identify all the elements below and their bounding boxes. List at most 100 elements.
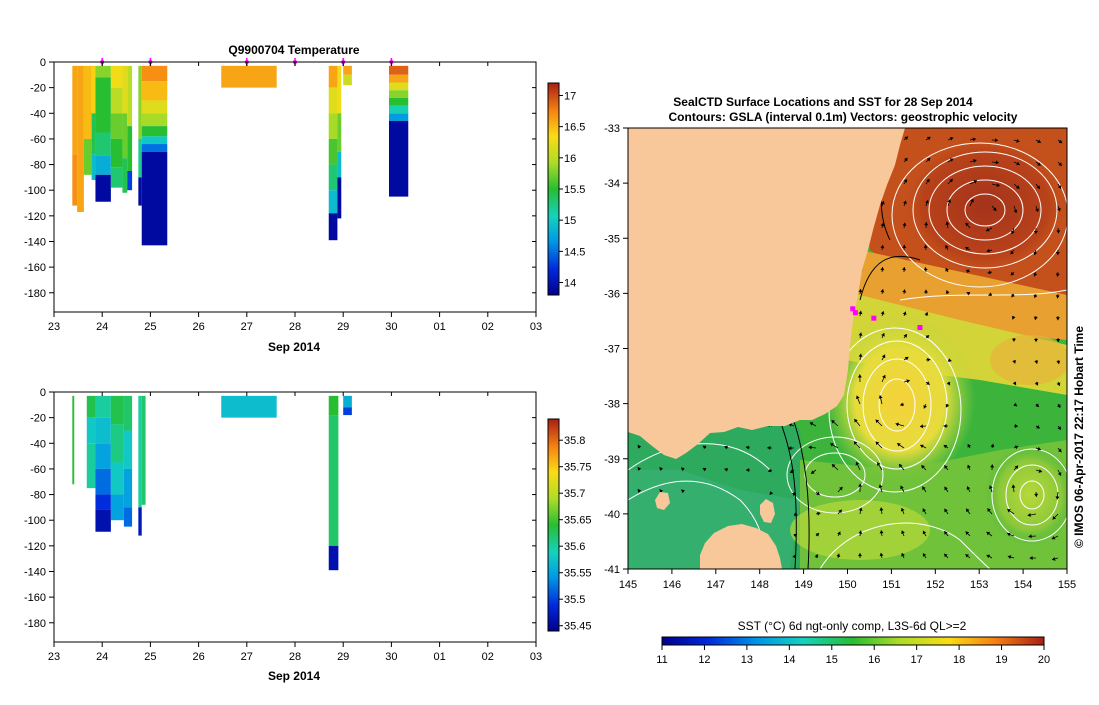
y-tick-label: -60	[30, 134, 46, 146]
x-tick-label: 28	[289, 651, 301, 663]
latitude-tick-label: -34	[604, 178, 620, 190]
latitude-tick-label: -38	[604, 399, 620, 411]
profile-cell	[329, 88, 338, 114]
x-tick-label: 01	[433, 651, 445, 663]
x-tick-label: 28	[289, 321, 301, 333]
profile-cell	[127, 171, 132, 190]
latitude-tick-label: -39	[604, 454, 620, 466]
sst-colorbar-bar	[662, 637, 1044, 645]
y-tick-label: -80	[30, 490, 46, 502]
x-tick-label: 26	[192, 651, 204, 663]
profile-cell	[92, 66, 96, 113]
profile-cell	[111, 66, 123, 88]
x-tick-label: 29	[337, 321, 349, 333]
profile-cell	[329, 190, 338, 213]
longitude-tick-label: 152	[926, 579, 944, 591]
profile-cell	[329, 396, 339, 415]
profile-cell	[337, 66, 341, 113]
profile-cell	[138, 139, 141, 177]
salinity-colorbar-bar	[548, 419, 559, 631]
sst-colorbar-tick-label: 12	[698, 654, 710, 666]
profile-cell	[77, 66, 84, 212]
y-tick-label: 0	[40, 387, 46, 399]
colorbar-tick-label: 35.8	[564, 435, 585, 447]
y-tick-label: 0	[40, 57, 46, 69]
profile-cell	[329, 66, 338, 88]
x-tick-label: 25	[144, 321, 156, 333]
x-tick-label: 03	[530, 651, 542, 663]
profile-cell	[329, 415, 339, 546]
longitude-tick-label: 146	[663, 579, 681, 591]
profile-cell	[389, 90, 408, 98]
longitude-tick-label: 150	[838, 579, 856, 591]
profile-cell	[111, 495, 124, 521]
y-tick-label: -20	[30, 83, 46, 95]
y-tick-label: -80	[30, 160, 46, 172]
southeast-eddy	[985, 445, 1075, 545]
sst-colorbar-tick-label: 16	[868, 654, 880, 666]
profile-cell	[87, 443, 96, 488]
colorbar-tick-label: 35.5	[564, 594, 585, 606]
x-tick-label: 24	[96, 321, 108, 333]
sst-colorbar-tick-label: 11	[656, 654, 667, 666]
profile-cell	[92, 113, 96, 154]
profile-cell	[95, 443, 110, 469]
y-tick-label: -120	[24, 541, 46, 553]
seal-location-marker	[917, 325, 922, 330]
profile-cell	[138, 396, 141, 508]
y-tick-label: -40	[30, 108, 46, 120]
x-tick-label: 30	[385, 321, 397, 333]
profile-cell	[124, 430, 132, 468]
sst-colorbar-tick-label: 15	[826, 654, 838, 666]
profile-cell	[127, 126, 132, 171]
profile-cell	[95, 156, 110, 175]
profile-cell	[111, 113, 123, 139]
y-tick-label: -60	[30, 464, 46, 476]
y-tick-label: -160	[24, 592, 46, 604]
y-tick-label: -180	[24, 288, 46, 300]
x-tick-label: 30	[385, 651, 397, 663]
sst-colorbar-tick-label: 14	[783, 654, 795, 666]
profile-cell	[95, 510, 110, 532]
profile-cell	[124, 469, 132, 507]
profile-cell	[142, 66, 168, 81]
profile-cell	[138, 66, 141, 139]
y-tick-label: -100	[24, 185, 46, 197]
profile-cell	[111, 424, 124, 462]
profile-cell	[95, 175, 110, 202]
map-side-label: © IMOS 06-Apr-2017 22:17 Hobart Time	[1072, 326, 1086, 548]
profile-cell	[389, 98, 408, 106]
profile-cell	[389, 106, 408, 114]
sst-colorbar-label: SST (°C) 6d ngt-only comp, L3S-6d QL>=2	[738, 619, 967, 633]
profile-cell	[138, 507, 141, 535]
profile-cell	[389, 75, 408, 83]
profile-cell	[122, 158, 127, 193]
profile-cell	[111, 396, 124, 424]
profile-cell	[142, 81, 168, 100]
latitude-tick-label: -37	[604, 344, 620, 356]
sst-colorbar-tick-label: 18	[953, 654, 965, 666]
profile-cell	[72, 66, 77, 154]
profile-cell	[142, 396, 146, 505]
profile-cell	[95, 396, 110, 418]
profile-cell	[221, 396, 276, 418]
x-tick-label: 01	[433, 321, 445, 333]
profile-cell	[329, 213, 338, 240]
profile-cell	[337, 113, 341, 151]
profile-cell	[343, 75, 352, 85]
x-tick-label: 02	[482, 321, 494, 333]
latitude-tick-label: -35	[604, 233, 620, 245]
longitude-tick-label: 147	[707, 579, 725, 591]
profile-cell	[124, 396, 132, 431]
y-tick-label: -40	[30, 438, 46, 450]
sst-colorbar: SST (°C) 6d ngt-only comp, L3S-6d QL>=2 …	[656, 619, 1050, 666]
longitude-tick-label: 154	[1014, 579, 1032, 591]
profile-cell	[111, 139, 123, 167]
profile-cell	[343, 407, 352, 415]
x-tick-label: 29	[337, 651, 349, 663]
profile-cell	[87, 418, 96, 444]
